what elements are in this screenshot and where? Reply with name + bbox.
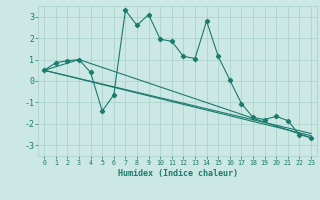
X-axis label: Humidex (Indice chaleur): Humidex (Indice chaleur) — [118, 169, 238, 178]
